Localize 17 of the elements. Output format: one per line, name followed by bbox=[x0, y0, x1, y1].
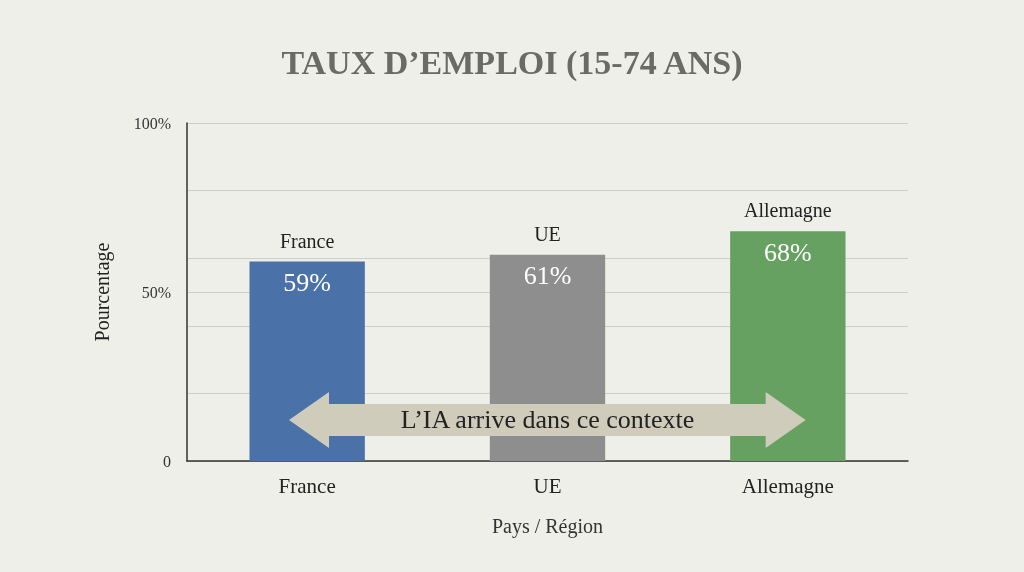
x-tick-label: Allemagne bbox=[741, 473, 834, 498]
x-tick-label: UE bbox=[533, 473, 562, 498]
y-tick-label: 50% bbox=[141, 283, 171, 301]
chart-title: TAUX D’EMPLOI (15-74 ANS) bbox=[281, 43, 743, 82]
category-label: Allemagne bbox=[743, 199, 832, 222]
y-tick-label: 0 bbox=[163, 452, 171, 470]
bar bbox=[730, 231, 846, 461]
category-label: France bbox=[279, 229, 335, 252]
data-label: 61% bbox=[523, 261, 572, 291]
data-label: 68% bbox=[764, 237, 812, 267]
y-axis-title: Pourcentage bbox=[91, 242, 114, 342]
y-tick-label: 100% bbox=[133, 114, 171, 132]
data-label: 59% bbox=[283, 268, 331, 298]
annotation: L’IA arrive dans ce contexte bbox=[400, 404, 695, 436]
category-label: UE bbox=[534, 222, 561, 245]
x-axis-title: Pays / Région bbox=[491, 515, 604, 538]
x-tick-label: France bbox=[278, 473, 336, 498]
